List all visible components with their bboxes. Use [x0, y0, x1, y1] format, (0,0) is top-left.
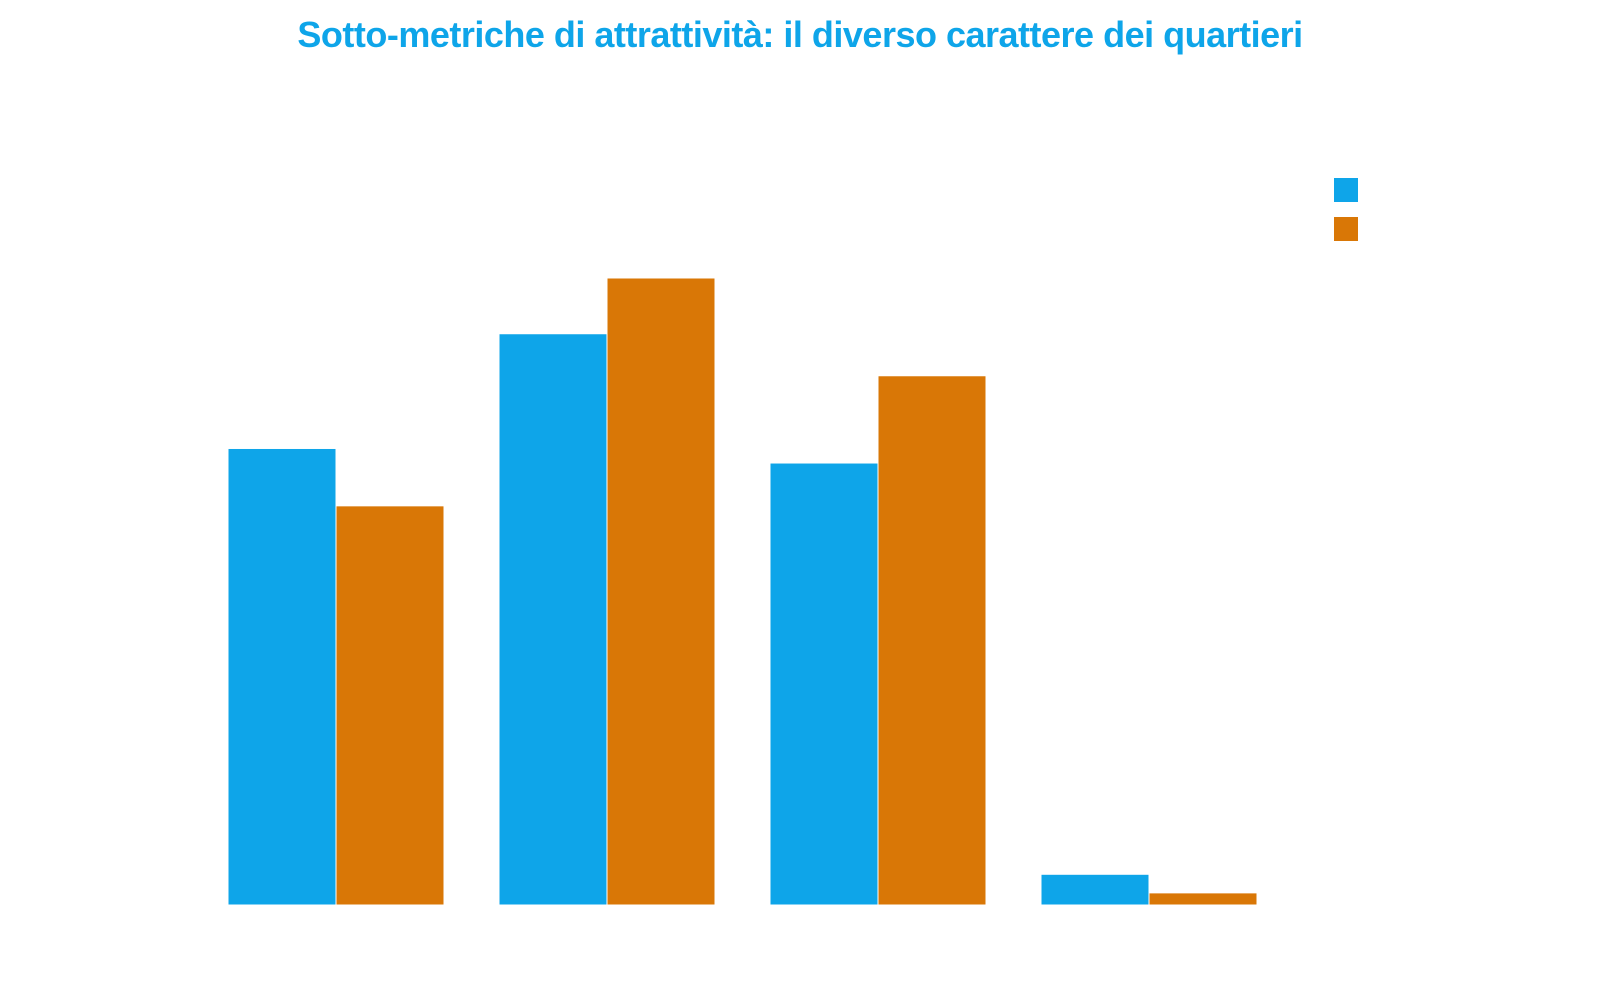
bar-series-2-category-2 [606, 277, 716, 906]
chart-title: Sotto-metriche di attrattività: il diver… [297, 14, 1303, 55]
bar-series-1-category-3 [769, 462, 879, 906]
bar-series-1-category-4 [1040, 873, 1150, 906]
bar-series-2-category-3 [877, 375, 987, 906]
legend [1334, 178, 1358, 241]
bar-series-2-category-1 [335, 505, 445, 906]
bar-series-2-category-4 [1148, 892, 1258, 906]
bars-layer [227, 277, 1258, 906]
bar-series-1-category-1 [227, 447, 337, 906]
legend-swatch-series-2 [1334, 217, 1358, 241]
legend-swatch-series-1 [1334, 178, 1358, 202]
bar-series-1-category-2 [498, 333, 608, 906]
